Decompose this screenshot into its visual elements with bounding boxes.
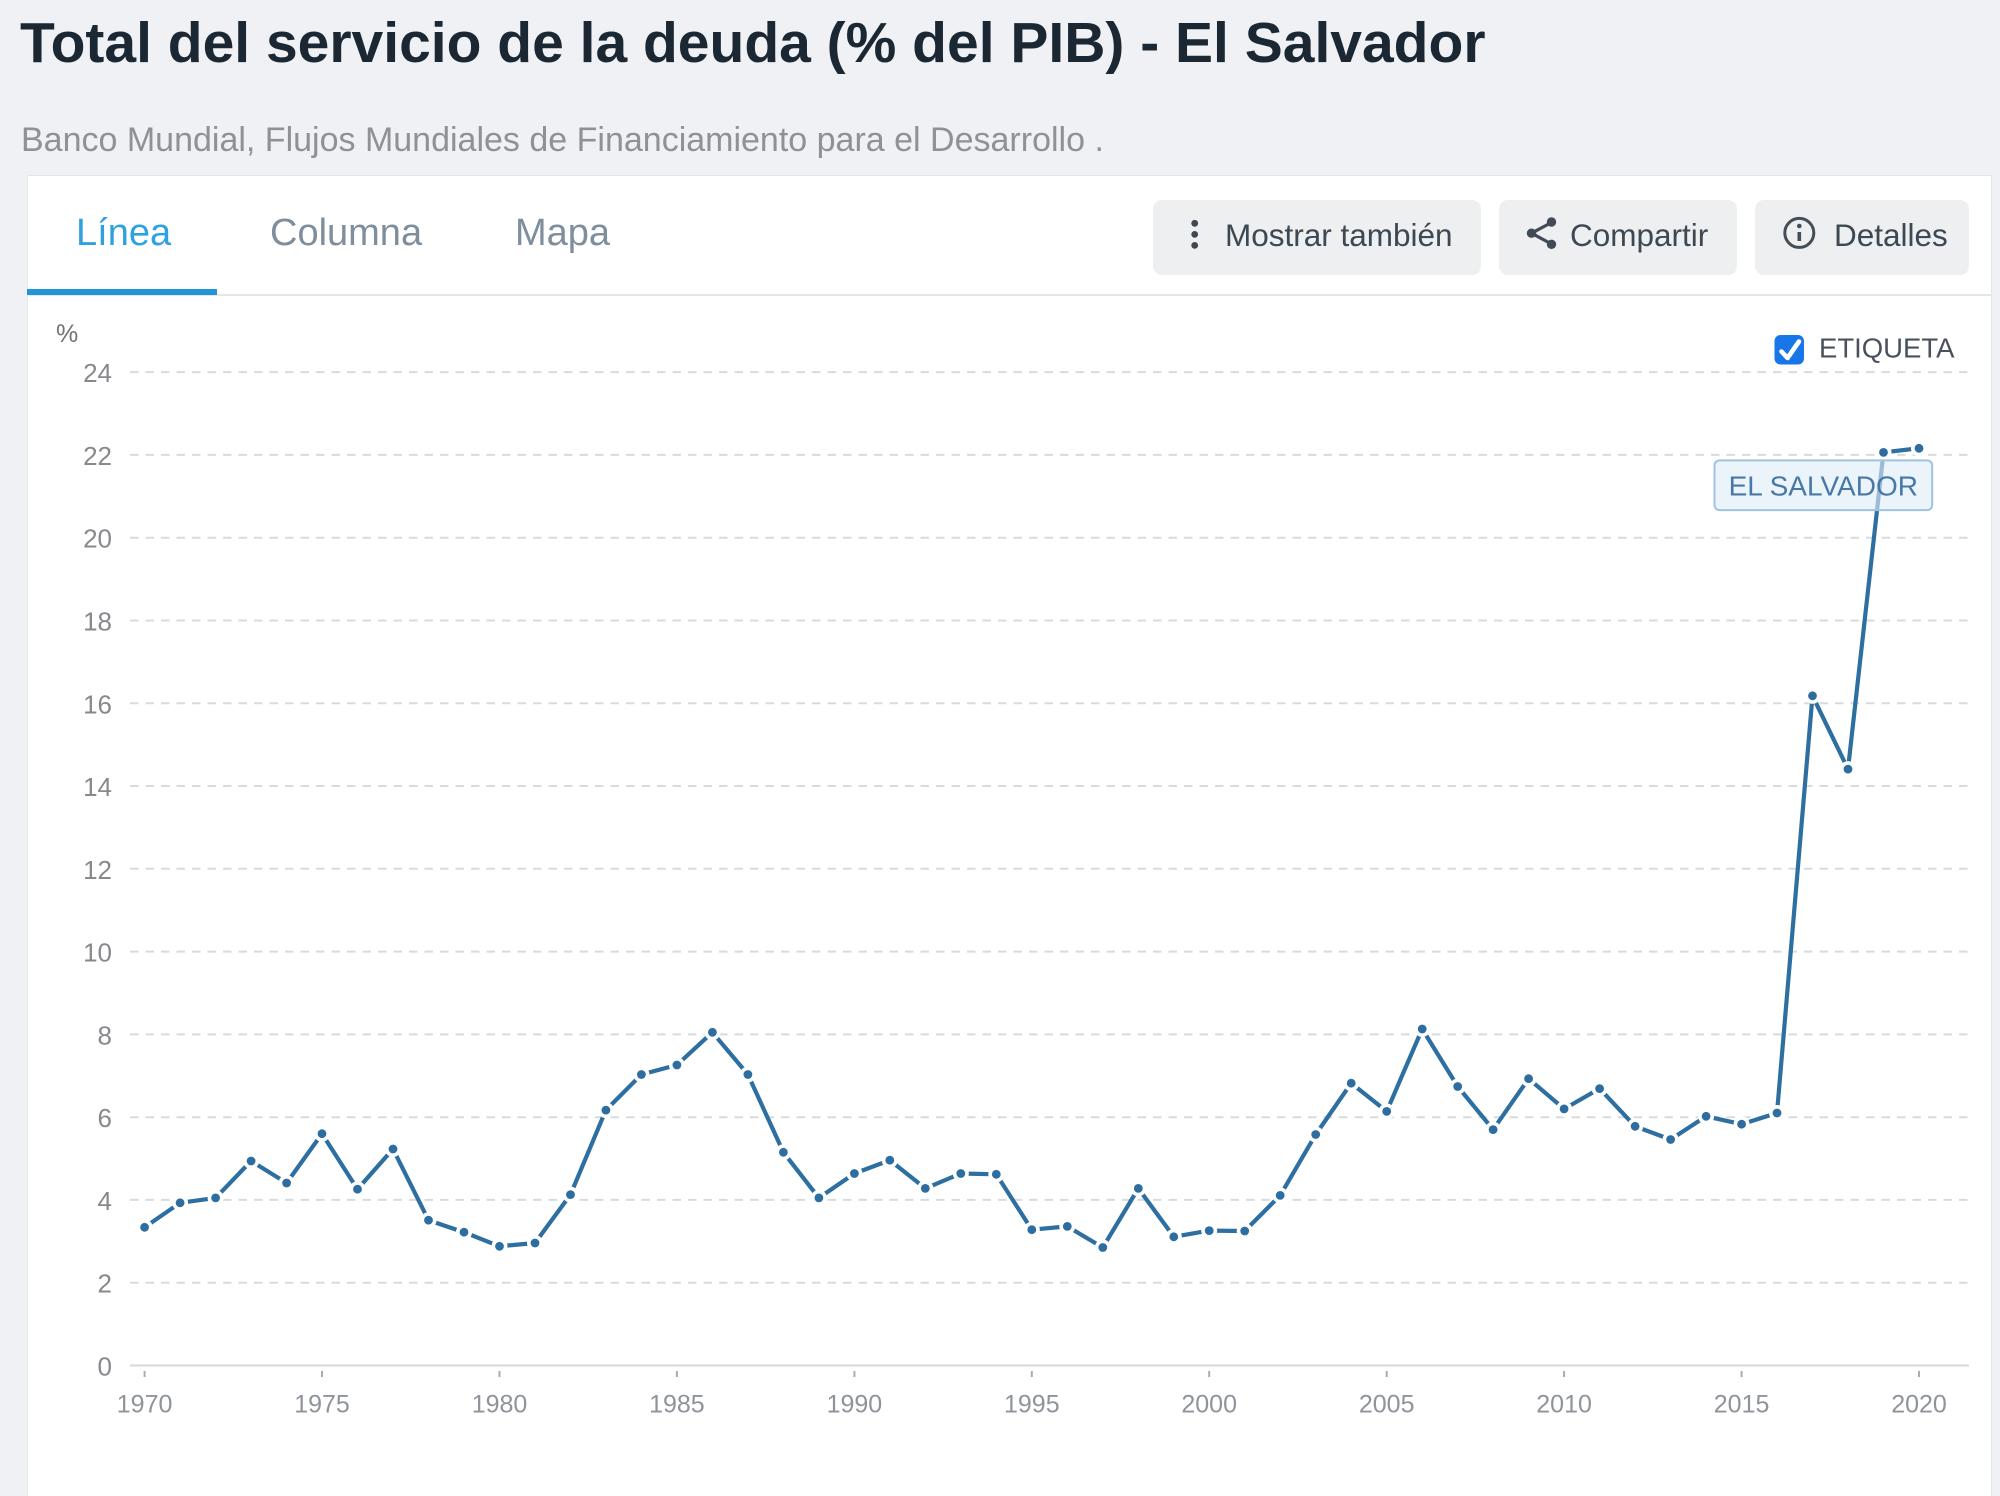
svg-text:2020: 2020 (1891, 1391, 1947, 1419)
svg-text:1980: 1980 (472, 1391, 528, 1419)
svg-text:1970: 1970 (117, 1391, 173, 1419)
svg-text:16: 16 (83, 689, 112, 719)
svg-text:4: 4 (98, 1186, 112, 1216)
svg-text:22: 22 (83, 441, 112, 471)
svg-text:2005: 2005 (1359, 1391, 1415, 1419)
svg-text:2: 2 (98, 1269, 112, 1299)
svg-text:1990: 1990 (827, 1391, 883, 1419)
svg-text:%: % (56, 320, 78, 348)
svg-text:1995: 1995 (1004, 1391, 1060, 1419)
svg-text:10: 10 (83, 938, 112, 968)
svg-text:2000: 2000 (1181, 1391, 1237, 1419)
svg-text:20: 20 (83, 524, 112, 554)
svg-text:2010: 2010 (1536, 1391, 1592, 1419)
svg-text:ETIQUETA: ETIQUETA (1819, 333, 1955, 364)
svg-text:2015: 2015 (1714, 1391, 1770, 1419)
svg-text:1985: 1985 (649, 1391, 705, 1419)
svg-text:0: 0 (98, 1352, 112, 1382)
svg-text:12: 12 (83, 855, 112, 885)
svg-text:EL SALVADOR: EL SALVADOR (1729, 471, 1918, 502)
svg-text:8: 8 (98, 1020, 112, 1050)
svg-text:14: 14 (83, 772, 112, 802)
svg-text:18: 18 (83, 607, 112, 637)
svg-text:1975: 1975 (294, 1391, 350, 1419)
svg-text:6: 6 (98, 1103, 112, 1133)
svg-text:24: 24 (83, 358, 112, 388)
